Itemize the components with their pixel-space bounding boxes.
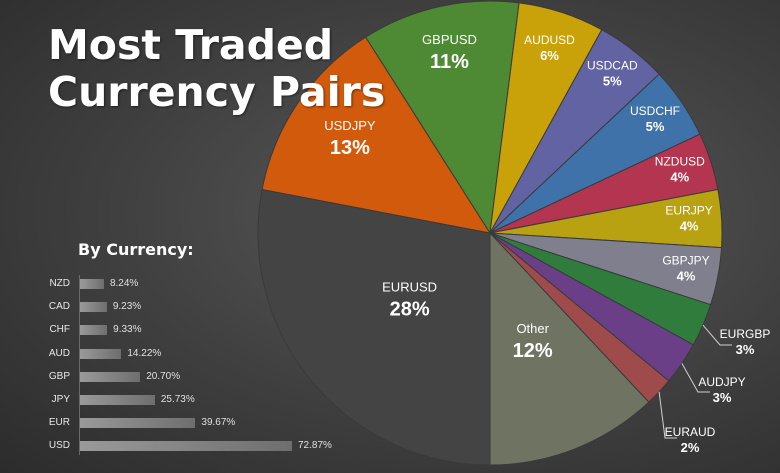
bar-row-chf: CHF 9.33% [0,322,340,338]
slice-label-gbpjpy: GBPJPY [662,253,709,267]
slice-value-audusd: 6% [540,48,559,63]
bar-row-jpy: JPY 25.73% [0,392,340,408]
slice-label-eurjpy: EURJPY [665,204,712,218]
slice-label-usdjpy: USDJPY [324,118,376,133]
bar-category-label: GBP [48,370,70,382]
bar-nzd [80,279,104,289]
bar-category-label: USD [48,440,70,452]
slice-value-eurusd: 28% [390,299,430,321]
bar-cad [80,302,107,313]
bar-category-label: CHF [49,324,70,336]
leader-line-eurgbp [702,324,732,346]
bar-row-nzd: NZD 8.24% [0,276,340,292]
slice-value-other: 12% [513,340,553,362]
bar-category-label: JPY [51,394,70,405]
slice-value-audjpy: 3% [713,390,732,405]
bar-value-label: 8.24% [109,278,139,289]
pie-slice-usdjpy [261,36,492,234]
bar-value-label: 39.67% [201,417,236,429]
slice-value-eurgbp: 3% [736,342,755,357]
slice-value-usdcad: 5% [603,73,622,88]
slice-value-usdchf: 5% [646,119,665,134]
bar-chart-title: By Currency: [78,240,194,259]
leader-line-audjpy [681,363,710,393]
bar-row-aud: AUD 14.22% [0,346,340,362]
bar-row-eur: EUR 39.67% [0,415,340,431]
bar-chf [80,325,108,336]
slice-label-euraud: EURAUD [665,425,716,439]
bar-row-usd: USD 72.87% [0,438,340,454]
bar-value-label: 9.23% [112,301,142,313]
bar-eur [80,418,196,429]
slice-value-eurjpy: 4% [680,219,699,234]
title-line-1: Most Traded [48,21,334,69]
slice-label-nzdusd: NZDUSD [655,154,705,168]
slice-value-euraud: 2% [681,440,700,455]
bar-axis-line [79,275,80,455]
slice-value-usdjpy: 13% [330,137,370,159]
pie-slice-gbpusd [364,0,520,235]
bar-category-label: AUD [48,347,70,359]
bar-category-label: CAD [48,301,70,313]
slice-label-usdcad: USDCAD [587,58,638,72]
slice-value-nzdusd: 4% [670,169,689,184]
bar-aud [80,348,122,359]
slice-label-eurusd: EURUSD [382,280,437,295]
title-line-2: Currency Pairs [48,68,386,116]
by-currency-bar-chart: By Currency: NZD 8.24% CAD 9.23% CHF 9.33% AUD… [0,0,340,473]
bar-value-label: 25.73% [160,394,195,405]
bar-value-label: 14.22% [127,347,162,359]
slice-value-gbpjpy: 4% [677,268,696,283]
bar-gbp [80,371,141,382]
bar-value-label: 72.87% [298,440,332,452]
bar-row-gbp: GBP 20.70% [0,369,340,385]
bar-usd [80,441,292,452]
slice-label-usdchf: USDCHF [630,104,680,118]
bar-category-label: NZD [49,278,70,289]
bar-value-label: 9.33% [113,324,142,336]
slice-label-audjpy: AUDJPY [698,375,745,389]
bar-value-label: 20.70% [146,370,181,382]
slice-label-gbpusd: GBPUSD [422,32,477,47]
bar-jpy [80,395,155,405]
leader-line-euraud [658,391,677,439]
slice-label-other: Other [516,321,549,336]
pie-slice-eurusd [257,188,491,466]
slice-label-eurgbp: EURGBP [720,327,771,341]
pie-slice-other [489,231,650,466]
slice-value-gbpusd: 11% [430,51,469,73]
bar-category-label: EUR [48,417,70,429]
bar-row-cad: CAD 9.23% [0,299,340,315]
slice-label-audusd: AUDUSD [524,33,575,47]
chart-title: Most Traded Currency Pairs [48,22,385,116]
